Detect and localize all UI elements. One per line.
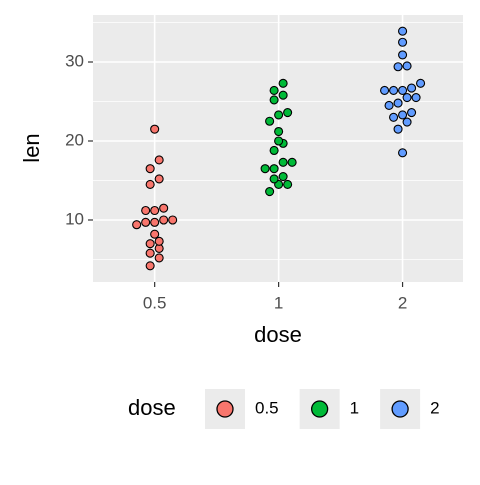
dot bbox=[145, 248, 155, 258]
dot bbox=[416, 78, 426, 88]
dot bbox=[150, 217, 160, 227]
dot bbox=[389, 112, 399, 122]
dot bbox=[150, 124, 160, 134]
dot bbox=[407, 83, 417, 93]
dot bbox=[154, 236, 164, 246]
dot bbox=[154, 174, 164, 184]
dot bbox=[407, 108, 417, 118]
dot bbox=[398, 148, 408, 158]
y-tick-label: 20 bbox=[65, 130, 84, 149]
dot bbox=[384, 100, 394, 110]
legend-label: 1 bbox=[350, 398, 359, 417]
dot bbox=[283, 179, 293, 189]
x-tick-label: 2 bbox=[398, 293, 407, 312]
dot bbox=[154, 253, 164, 263]
dot bbox=[398, 85, 408, 95]
legend-swatch bbox=[310, 400, 329, 418]
x-tick-label: 0.5 bbox=[143, 293, 167, 312]
dot bbox=[145, 239, 155, 249]
dot bbox=[168, 215, 178, 225]
dot bbox=[159, 203, 169, 213]
x-axis-title: dose bbox=[254, 322, 302, 347]
dot bbox=[398, 37, 408, 47]
dot bbox=[278, 171, 288, 182]
dot bbox=[393, 62, 403, 72]
y-axis-title: len bbox=[19, 133, 44, 162]
dot bbox=[389, 85, 399, 95]
legend-title: dose bbox=[128, 395, 176, 420]
dot bbox=[402, 92, 412, 103]
y-tick-label: 30 bbox=[65, 51, 84, 70]
dot bbox=[393, 124, 403, 134]
dot bbox=[159, 215, 169, 225]
dot bbox=[380, 85, 390, 95]
dot bbox=[278, 157, 288, 167]
dot bbox=[132, 220, 142, 230]
dot bbox=[269, 85, 279, 95]
dot bbox=[283, 108, 293, 118]
dot bbox=[274, 126, 284, 137]
dot bbox=[154, 155, 164, 165]
dot bbox=[269, 174, 279, 184]
dot bbox=[141, 205, 151, 216]
dot bbox=[278, 78, 288, 88]
dot bbox=[274, 136, 284, 146]
dot bbox=[278, 90, 288, 100]
dot bbox=[411, 92, 421, 103]
dot bbox=[402, 117, 412, 127]
dot bbox=[269, 95, 279, 105]
dot bbox=[145, 164, 155, 174]
dot bbox=[265, 116, 275, 126]
dot bbox=[398, 26, 408, 36]
dot bbox=[287, 157, 297, 167]
dot bbox=[141, 217, 151, 227]
y-tick-label: 10 bbox=[65, 209, 84, 228]
dot bbox=[150, 229, 160, 239]
x-tick-label: 1 bbox=[274, 293, 283, 312]
dot bbox=[145, 261, 155, 271]
dot bbox=[145, 179, 155, 189]
dot bbox=[398, 50, 408, 60]
marks bbox=[132, 26, 426, 271]
dot bbox=[398, 110, 408, 120]
dot bbox=[150, 205, 160, 216]
legend-label: 2 bbox=[430, 398, 439, 417]
dot bbox=[402, 61, 412, 71]
legend-swatch bbox=[216, 400, 234, 418]
legend-swatch bbox=[391, 400, 409, 418]
dot bbox=[393, 98, 403, 108]
dot bbox=[260, 164, 270, 174]
dot bbox=[274, 110, 284, 120]
legend-label: 0.5 bbox=[255, 398, 279, 417]
dot bbox=[269, 145, 279, 156]
dot bbox=[269, 164, 279, 174]
dot bbox=[265, 187, 275, 197]
